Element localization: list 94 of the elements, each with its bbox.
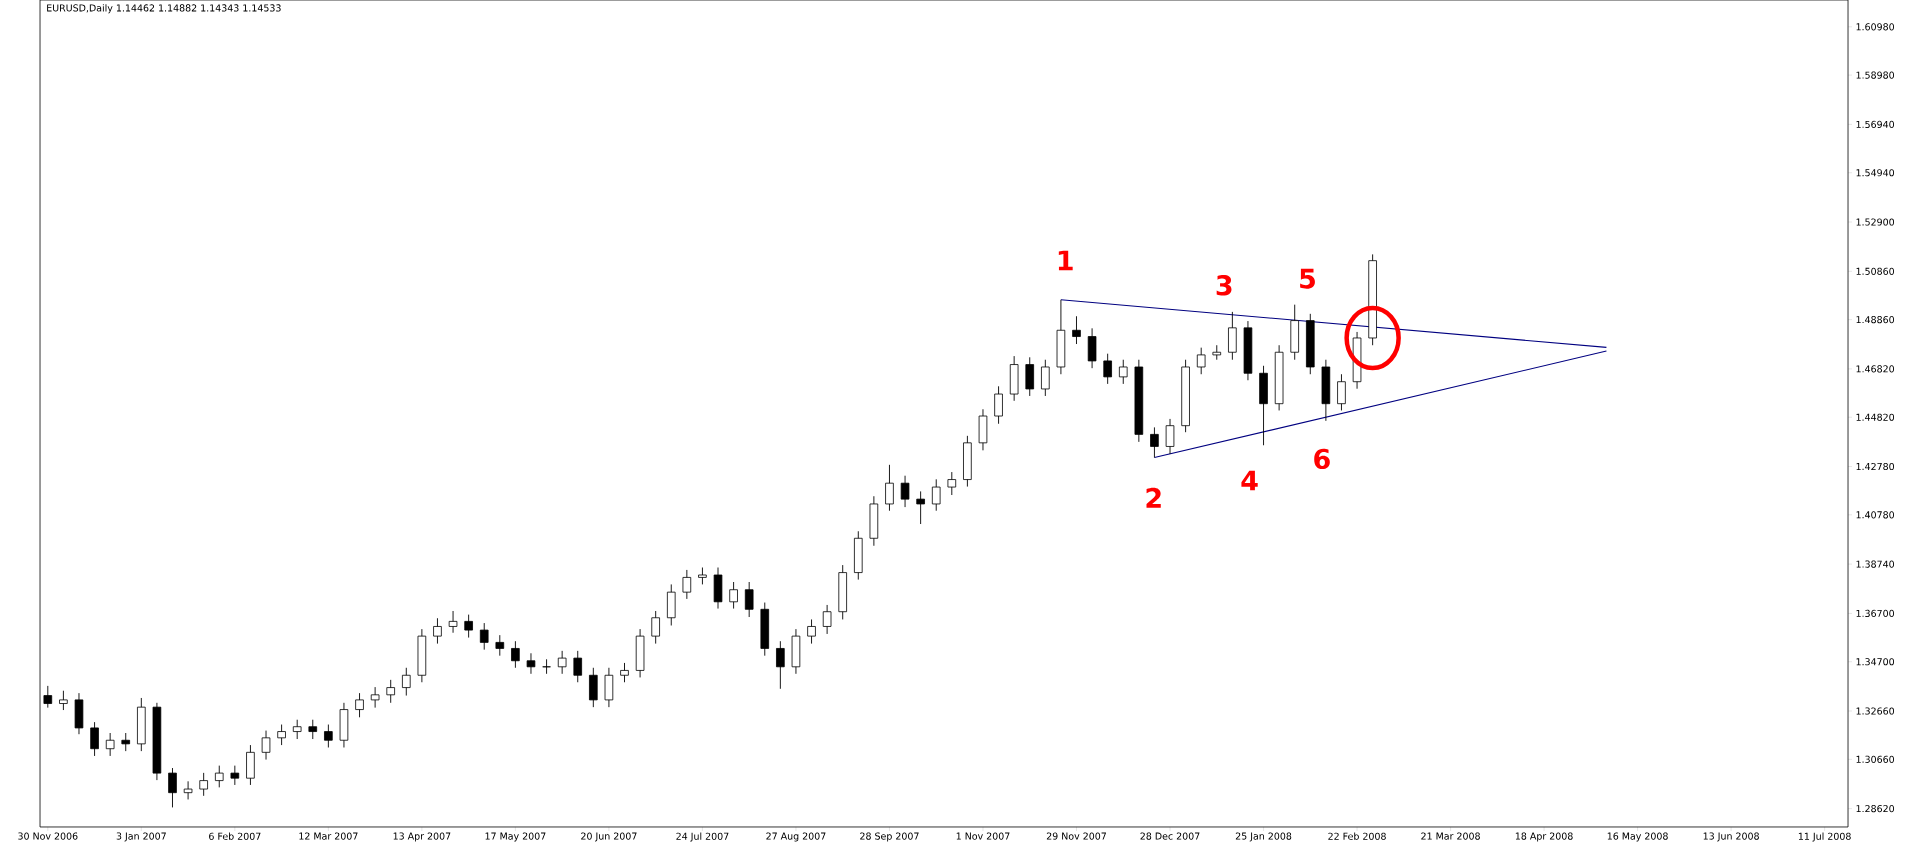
candlestick <box>277 724 286 746</box>
candlestick <box>729 581 738 610</box>
y-tick-label: 1.58980 <box>1856 71 1895 79</box>
candlestick <box>479 622 489 651</box>
candlestick <box>1150 426 1159 459</box>
candlestick <box>526 652 536 675</box>
x-tick-label: 27 Aug 2007 <box>766 832 826 842</box>
candlestick <box>230 765 240 786</box>
x-tick-label: 13 Jun 2008 <box>1703 832 1759 842</box>
candlestick <box>573 650 583 683</box>
annotation: 6 <box>1314 448 1330 470</box>
x-tick-label: 21 Mar 2008 <box>1421 832 1480 840</box>
candlestick <box>776 640 785 690</box>
candlestick <box>43 685 53 709</box>
y-tick-label: 1.60980 <box>1856 23 1895 31</box>
y-tick-label: 1.46820 <box>1856 365 1895 373</box>
candlestick <box>916 490 925 525</box>
candlestick <box>885 464 894 512</box>
candlestick <box>947 471 957 496</box>
candlestick <box>994 385 1003 425</box>
candlestick <box>807 619 816 645</box>
x-tick-label: 1 Nov 2007 <box>956 832 1010 840</box>
candlestick <box>900 475 910 508</box>
x-tick-label: 22 Feb 2008 <box>1328 832 1386 840</box>
y-tick-label: 1.32660 <box>1856 707 1895 715</box>
candlestick <box>355 692 364 718</box>
x-tick-label: 30 Nov 2006 <box>18 832 78 840</box>
candlestick <box>931 478 941 512</box>
candlestick <box>402 667 411 696</box>
annotation: 4 <box>1241 470 1258 491</box>
candlestick <box>651 610 660 645</box>
candlestick <box>620 662 629 683</box>
annotation: 3 <box>1216 275 1232 296</box>
candlestick <box>1041 359 1050 397</box>
candlestick <box>370 686 380 709</box>
candlestick <box>1196 347 1206 375</box>
y-tick-label: 1.34700 <box>1856 658 1895 666</box>
x-tick-label: 13 Apr 2007 <box>393 832 451 842</box>
x-tick-label: 17 May 2007 <box>485 832 546 842</box>
candlestick <box>433 617 442 645</box>
annotation: 2 <box>1146 487 1161 508</box>
candlestick <box>1103 353 1112 385</box>
candlestick <box>121 732 131 752</box>
y-tick-label: 1.56940 <box>1856 120 1895 128</box>
x-tick-label: 29 Nov 2007 <box>1046 832 1106 840</box>
y-tick-label: 1.50860 <box>1856 267 1895 275</box>
candlestick <box>168 767 177 808</box>
y-tick-label: 1.40780 <box>1856 511 1895 519</box>
candlestick <box>386 679 395 704</box>
x-tick-label: 28 Dec 2007 <box>1140 832 1200 840</box>
candlestick <box>183 780 193 800</box>
annotation: 1 <box>1058 250 1073 271</box>
y-tick-label: 1.38740 <box>1856 560 1895 568</box>
candlestick <box>59 690 68 711</box>
y-tick-label: 1.48860 <box>1856 316 1895 324</box>
candlestick <box>199 772 208 797</box>
chart-title: EURUSD,Daily 1.14462 1.14882 1.14343 1.14533 <box>47 4 281 14</box>
candlestick <box>822 604 832 635</box>
candlestick <box>464 614 473 639</box>
candlestick <box>308 719 318 740</box>
candlestick <box>324 724 333 748</box>
x-tick-label: 20 Jun 2007 <box>581 832 637 842</box>
candlestick <box>1337 373 1346 411</box>
y-tick-label: 1.42780 <box>1856 462 1895 471</box>
candlestick <box>682 569 692 600</box>
candlestick <box>557 650 567 675</box>
candlestick <box>744 581 754 618</box>
candlestick <box>1072 315 1081 345</box>
candlestick <box>214 765 224 788</box>
y-tick-label: 1.36700 <box>1856 609 1895 617</box>
candlestick <box>448 610 458 634</box>
candlestick <box>90 721 99 757</box>
y-tick-label: 1.44820 <box>1856 413 1895 421</box>
y-tick-label: 1.30660 <box>1856 755 1895 763</box>
candlestick <box>261 730 271 761</box>
y-tick-label: 1.28620 <box>1856 805 1895 813</box>
annotation: 5 <box>1300 268 1315 289</box>
candlestick <box>1165 418 1175 455</box>
candlestick <box>511 640 520 669</box>
x-tick-label: 3 Jan 2007 <box>116 832 166 842</box>
x-tick-label: 12 Mar 2007 <box>299 832 358 840</box>
x-tick-label: 11 Jul 2008 <box>1798 832 1851 842</box>
x-tick-label: 28 Sep 2007 <box>860 832 919 842</box>
x-tick-label: 18 Apr 2008 <box>1515 832 1573 842</box>
y-tick-label: 1.54940 <box>1856 169 1895 177</box>
candlestick <box>292 719 302 740</box>
x-tick-label: 24 Jul 2007 <box>676 832 729 842</box>
candlestick <box>495 634 505 657</box>
x-tick-label: 25 Jan 2008 <box>1235 832 1292 842</box>
y-tick-label: 1.52900 <box>1856 218 1895 226</box>
x-tick-label: 16 May 2008 <box>1607 832 1668 842</box>
candlestick <box>105 732 115 757</box>
candlestick <box>1118 359 1128 385</box>
x-tick-label: 6 Feb 2007 <box>209 832 261 840</box>
